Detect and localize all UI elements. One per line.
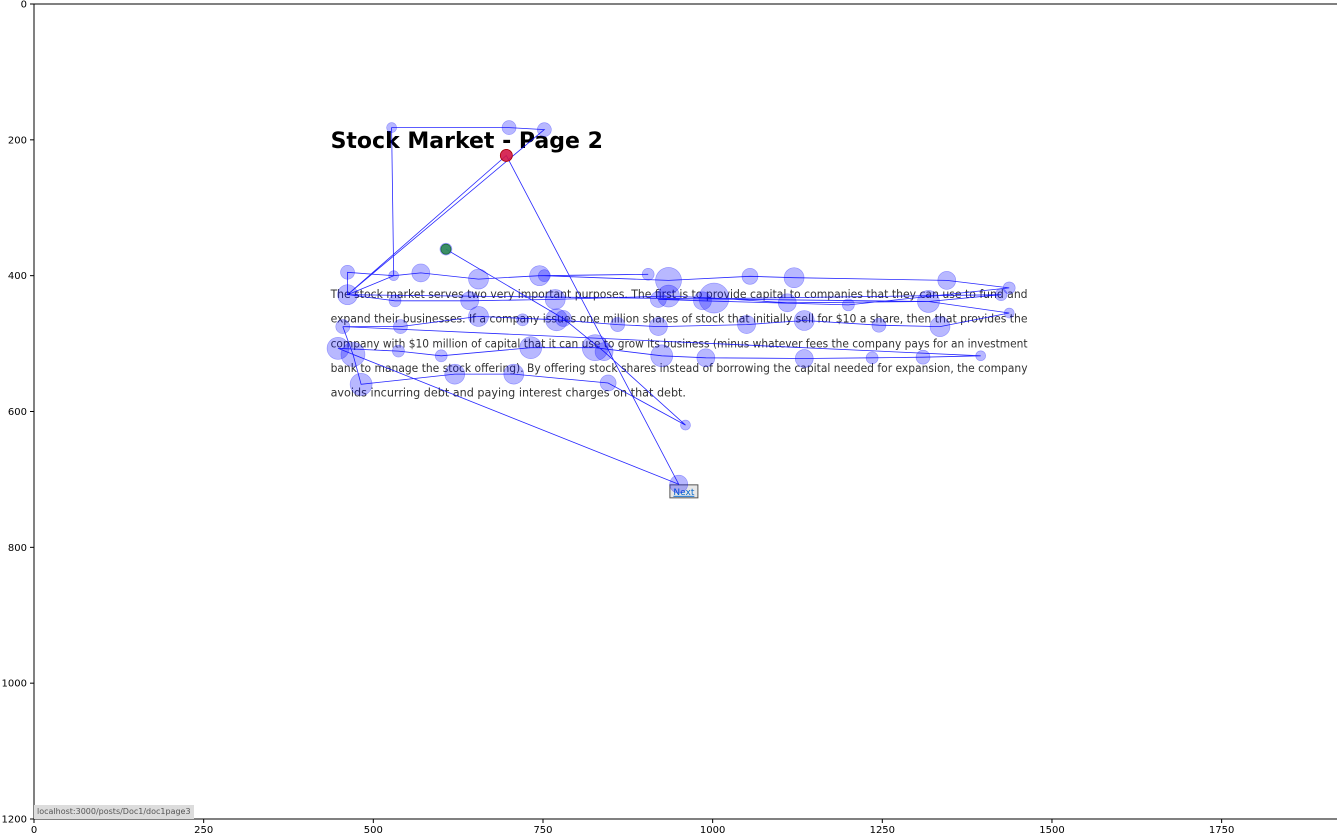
fixation-point bbox=[503, 363, 525, 385]
fixation-point bbox=[468, 268, 489, 290]
fixation-point bbox=[783, 267, 805, 289]
y-tick-label: 400 bbox=[8, 271, 27, 282]
fixation-point bbox=[669, 474, 689, 494]
fixation-point bbox=[1002, 281, 1016, 295]
fixation-point bbox=[649, 317, 668, 336]
paragraph-line: company with $10 million of capital that… bbox=[331, 337, 1029, 350]
fixation-point bbox=[994, 288, 1008, 301]
next-button[interactable]: Next bbox=[669, 484, 699, 499]
fixation-point bbox=[777, 293, 797, 313]
fixation-point bbox=[693, 291, 712, 311]
paragraph-line: expand their businesses. If a company is… bbox=[331, 313, 1028, 326]
status-bar-url: localhost:3000/posts/Doc1/doc1page3 bbox=[34, 805, 194, 819]
paragraph-line: avoids incurring debt and paying interes… bbox=[331, 386, 686, 399]
y-tick-label: 0 bbox=[21, 0, 27, 11]
start-end-markers bbox=[440, 149, 513, 255]
fixation-point bbox=[529, 265, 550, 286]
fixation-point bbox=[937, 271, 957, 290]
fixation-point bbox=[698, 282, 730, 314]
x-axis: 0 250 500 750 1000 1250 1500 1750 bbox=[31, 819, 1234, 836]
fixation-point bbox=[340, 342, 366, 367]
fixation-point bbox=[641, 268, 655, 281]
fixation-point bbox=[871, 317, 887, 333]
next-button-box[interactable] bbox=[669, 484, 699, 499]
start-fixation-marker bbox=[440, 243, 452, 255]
x-tick-label: 0 bbox=[31, 825, 37, 836]
fixation-point bbox=[388, 270, 399, 281]
x-tick-label: 1750 bbox=[1209, 825, 1234, 836]
fixation-point bbox=[340, 264, 355, 280]
fixation-point bbox=[544, 289, 566, 310]
fixations bbox=[326, 120, 1016, 494]
y-tick-label: 1000 bbox=[2, 679, 27, 690]
x-tick-label: 250 bbox=[194, 825, 213, 836]
y-axis: 0 200 400 600 800 1000 1200 bbox=[2, 0, 34, 826]
fixation-point bbox=[537, 122, 552, 137]
y-tick-label: 200 bbox=[8, 135, 27, 146]
fixation-point bbox=[326, 337, 350, 360]
fixation-point bbox=[501, 120, 517, 135]
x-tick-label: 750 bbox=[533, 825, 552, 836]
fixation-point bbox=[337, 284, 358, 305]
fixation-point bbox=[737, 315, 756, 334]
fixation-point bbox=[929, 316, 951, 337]
fixation-point bbox=[516, 313, 529, 327]
fixation-point bbox=[650, 344, 674, 368]
fixation-point bbox=[610, 317, 625, 332]
x-tick-label: 1250 bbox=[870, 825, 895, 836]
paragraph-line: bank to manage the stock offering). By o… bbox=[331, 362, 1028, 375]
paragraph-line: The stock market serves two very importa… bbox=[330, 288, 1028, 301]
x-tick-label: 1500 bbox=[1039, 825, 1064, 836]
y-tick-label: 600 bbox=[8, 407, 27, 418]
fixation-point bbox=[468, 306, 489, 327]
fixation-point bbox=[434, 349, 448, 363]
fixation-point bbox=[842, 298, 855, 312]
fixation-point bbox=[917, 290, 940, 313]
fixation-point bbox=[865, 351, 879, 365]
fixation-point bbox=[655, 267, 682, 294]
fixation-point bbox=[335, 319, 351, 334]
fixation-point bbox=[392, 344, 405, 358]
fixation-point bbox=[599, 374, 617, 392]
x-tick-label: 500 bbox=[364, 825, 383, 836]
fixation-point bbox=[741, 268, 759, 285]
fixation-point bbox=[794, 349, 814, 368]
scanpath bbox=[337, 127, 1010, 485]
fixation-point bbox=[975, 350, 987, 362]
fixation-point bbox=[793, 310, 815, 331]
fixation-point bbox=[555, 310, 572, 327]
fixation-point bbox=[581, 334, 609, 361]
fixation-point bbox=[545, 308, 568, 332]
fixation-point bbox=[386, 122, 397, 133]
fixation-point bbox=[594, 342, 614, 362]
y-tick-label: 800 bbox=[8, 543, 27, 554]
fixation-point bbox=[460, 291, 479, 311]
fixation-point bbox=[349, 373, 373, 396]
axes-frame bbox=[33, 3, 1337, 820]
fixation-point bbox=[538, 269, 551, 282]
page-title: Stock Market - Page 2 bbox=[331, 129, 603, 154]
fixation-point bbox=[388, 294, 402, 308]
fixation-point bbox=[650, 291, 667, 308]
fixation-point bbox=[444, 363, 466, 385]
next-button-label[interactable]: Next bbox=[673, 488, 694, 498]
fixation-point bbox=[393, 319, 408, 334]
fixation-point bbox=[519, 336, 543, 359]
end-fixation-marker bbox=[499, 149, 513, 162]
fixation-point bbox=[680, 419, 691, 431]
paragraph: The stock market serves two very importa… bbox=[330, 288, 1029, 399]
stimulus-page: Stock Market - Page 2 The stock market s… bbox=[330, 129, 1029, 499]
fixation-point bbox=[696, 348, 716, 368]
fixation-point bbox=[1003, 307, 1015, 319]
fixation-point bbox=[411, 263, 431, 283]
fixation-point bbox=[657, 284, 680, 308]
fixation-point bbox=[915, 349, 931, 365]
x-tick-label: 1000 bbox=[700, 825, 725, 836]
scanpath-line bbox=[337, 127, 1010, 485]
y-tick-label: 1200 bbox=[2, 815, 27, 826]
